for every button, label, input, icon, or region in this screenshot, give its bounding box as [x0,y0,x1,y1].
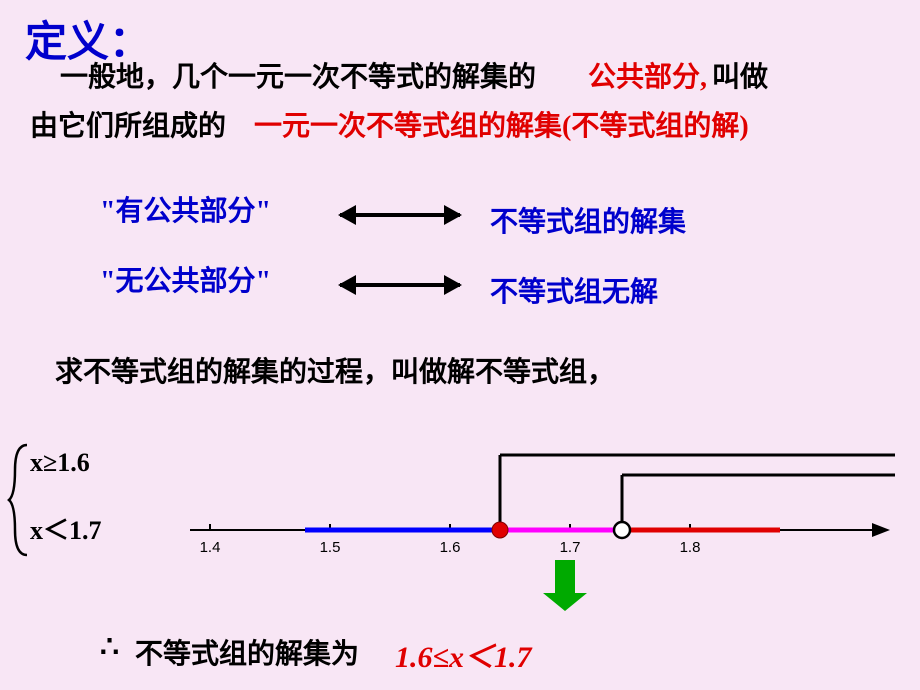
concl-text: 不等式组的解集为 [135,632,359,672]
concl-res: 1.6≤x＜1.7 [395,632,531,676]
svg-text:1.8: 1.8 [680,539,701,556]
svg-text:1.6: 1.6 [440,539,461,556]
svg-text:1.7: 1.7 [560,539,581,556]
concl-sym: ∴ [100,630,119,665]
svg-text:1.5: 1.5 [320,539,341,556]
slide: 定义： 一般地，几个一元一次不等式的解集的 公共部分, 叫做 由它们所组成的 一… [0,0,920,690]
numberline-svg: 1.4 1.5 1.6 1.7 1.8 [0,0,920,690]
svg-text:1.4: 1.4 [200,539,221,556]
